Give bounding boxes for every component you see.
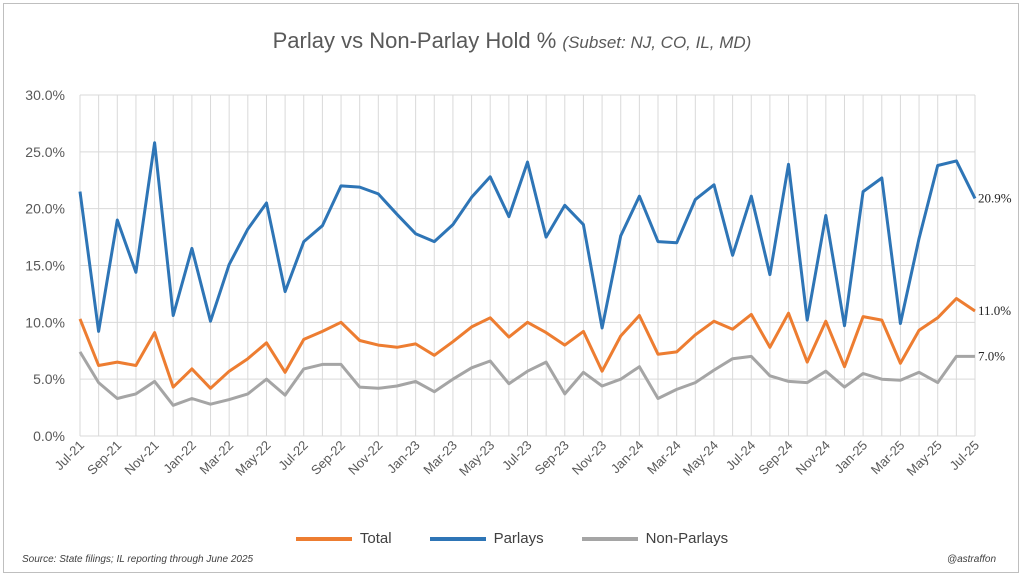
x-tick-label: Mar-23 xyxy=(420,438,460,478)
chart-title: Parlay vs Non-Parlay Hold % (Subset: NJ,… xyxy=(0,28,1024,54)
x-tick-label: Sep-21 xyxy=(84,438,124,478)
x-tick-label: May-24 xyxy=(680,438,721,479)
x-tick-label: Nov-24 xyxy=(793,438,833,478)
legend-swatch-parlays xyxy=(429,536,486,541)
y-tick-label: 15.0% xyxy=(25,258,65,274)
x-tick-label: Jul-25 xyxy=(946,438,982,474)
x-tick-label: May-25 xyxy=(904,438,945,479)
source-note: Source: State filings; IL reporting thro… xyxy=(22,554,254,565)
x-tick-label: Sep-22 xyxy=(308,438,348,478)
series-line-parlays xyxy=(78,141,977,333)
author-handle: @astraffon xyxy=(946,554,996,565)
x-tick-label: Jan-25 xyxy=(832,438,871,477)
legend-item-nonparlays: Non-Parlays xyxy=(581,530,729,547)
x-tick-label: May-22 xyxy=(232,438,273,479)
x-tick-label: Nov-21 xyxy=(121,438,161,478)
end-label-non-parlays: 7.0% xyxy=(978,348,1005,363)
x-tick-label: May-23 xyxy=(456,438,497,479)
x-tick-label: Nov-23 xyxy=(569,438,609,478)
legend-swatch-total xyxy=(295,536,352,541)
y-axis-labels: 0.0% 5.0% 10.0% 15.0% 20.0% 25.0% 30.0% xyxy=(25,87,65,444)
y-tick-label: 20.0% xyxy=(25,201,65,217)
series-line-total xyxy=(78,297,976,390)
series-lines xyxy=(78,141,977,407)
y-tick-label: 25.0% xyxy=(25,144,65,160)
legend-item-total: Total xyxy=(295,530,392,547)
grid-lines xyxy=(79,94,976,437)
x-tick-label: Jul-24 xyxy=(723,438,759,474)
legend-label-parlays: Parlays xyxy=(493,530,544,547)
x-tick-label: Mar-25 xyxy=(868,438,908,478)
legend-label-nonparlays: Non-Parlays xyxy=(645,530,729,547)
x-tick-label: Jan-22 xyxy=(160,438,199,477)
end-label-parlays: 20.9% xyxy=(978,190,1012,205)
y-tick-label: 10.0% xyxy=(25,314,65,330)
legend: Total Parlays Non-Parlays xyxy=(0,530,1024,547)
legend-item-parlays: Parlays xyxy=(429,530,544,547)
x-tick-label: Mar-22 xyxy=(197,438,237,478)
chart-subtitle: (Subset: NJ, CO, IL, MD) xyxy=(562,33,752,52)
x-tick-label: Jul-23 xyxy=(499,438,535,474)
x-tick-label: Jan-24 xyxy=(608,438,647,477)
x-tick-label: Mar-24 xyxy=(644,438,684,478)
x-tick-label: Nov-22 xyxy=(345,438,385,478)
x-tick-label: Sep-24 xyxy=(755,438,795,478)
series-line-non-parlays xyxy=(78,351,975,407)
y-tick-label: 5.0% xyxy=(33,371,65,387)
y-tick-label: 0.0% xyxy=(33,428,65,444)
x-tick-label: Jan-23 xyxy=(384,438,423,477)
legend-swatch-nonparlays xyxy=(581,536,638,541)
end-value-labels: 11.0% 20.9% 7.0% xyxy=(978,190,1012,363)
end-label-total: 11.0% xyxy=(978,303,1011,318)
legend-label-total: Total xyxy=(359,530,392,547)
x-tick-label: Jul-22 xyxy=(275,438,311,474)
chart-title-main: Parlay vs Non-Parlay Hold % xyxy=(272,28,557,53)
x-tick-label: Sep-23 xyxy=(532,438,572,478)
y-tick-label: 30.0% xyxy=(25,87,65,103)
